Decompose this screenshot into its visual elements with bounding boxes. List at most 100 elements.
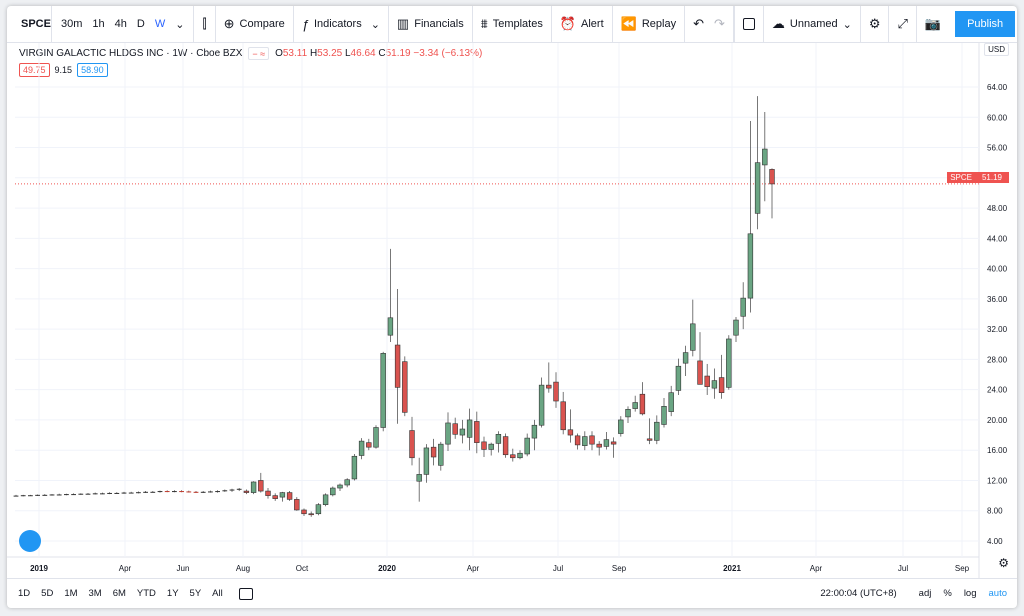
y-tick-label: 24.00 xyxy=(987,386,1008,395)
candle-body xyxy=(107,492,112,494)
candle-body xyxy=(754,162,761,214)
tradingview-logo-icon[interactable] xyxy=(19,530,41,552)
candle-body xyxy=(553,381,559,402)
y-tick-label: 16.00 xyxy=(987,446,1008,455)
interval-selector: 30m 1h 4h D W ⌄ xyxy=(52,6,195,43)
undo-icon[interactable]: ↶ xyxy=(693,16,704,31)
fullscreen-icon: ⤢ xyxy=(897,16,908,31)
ask-price[interactable]: 58.90 xyxy=(77,63,108,77)
candle-body xyxy=(769,169,775,185)
candle-body xyxy=(682,352,689,364)
range-1m[interactable]: 1M xyxy=(64,588,78,599)
candle-body xyxy=(85,493,91,495)
candle-body xyxy=(416,474,422,482)
bottom-toolbar: 1D 5D 1M 3M 6M YTD 1Y 5Y All 22:00:04 (U… xyxy=(7,578,1017,608)
scale-settings-gear-icon[interactable]: ⚙ xyxy=(998,556,1009,570)
legend-eye-icon[interactable]: − ≈ xyxy=(248,47,270,60)
function-icon: ƒ xyxy=(301,16,309,32)
candle-body xyxy=(567,429,574,436)
candle-body xyxy=(718,377,725,393)
templates-button[interactable]: ⩩ Templates xyxy=(473,6,552,43)
candle-body xyxy=(646,438,653,441)
symbol-search[interactable]: SPCE xyxy=(7,6,52,43)
x-tick-label: 2020 xyxy=(378,564,396,573)
select-box-button[interactable] xyxy=(733,6,764,43)
interval-4h[interactable]: 4h xyxy=(114,18,127,30)
replay-button[interactable]: ⏪ Replay xyxy=(613,6,686,43)
y-tick-label: 28.00 xyxy=(987,355,1008,364)
calendar-icon[interactable] xyxy=(238,587,253,600)
candle-body xyxy=(208,491,213,493)
y-tick-label: 12.00 xyxy=(987,476,1008,485)
candle-body xyxy=(351,455,358,480)
bar-chart-icon: ▥ xyxy=(396,16,410,31)
candle-body xyxy=(308,513,314,516)
range-5d[interactable]: 5D xyxy=(41,588,54,599)
candle-body xyxy=(632,402,638,409)
layout-button[interactable]: ☁ Unnamed ⌄ xyxy=(764,6,861,43)
range-1y[interactable]: 1Y xyxy=(166,588,179,599)
candle-body xyxy=(690,323,696,351)
candle-body xyxy=(172,491,177,493)
candle-body xyxy=(394,344,401,388)
clock-time[interactable]: 22:00:04 (UTC+8) xyxy=(820,588,897,599)
price-chart[interactable]: 64.0060.0056.0052.0048.0044.0040.0036.00… xyxy=(7,43,1017,578)
alert-button[interactable]: ⏰ Alert xyxy=(552,6,613,43)
range-1d[interactable]: 1D xyxy=(18,588,31,599)
indicators-button[interactable]: ƒ Indicators ⌄ xyxy=(294,6,389,43)
compare-button[interactable]: ⊕ Compare xyxy=(216,6,294,43)
range-6m[interactable]: 6M xyxy=(112,588,126,599)
interval-d[interactable]: D xyxy=(136,18,145,30)
candle-body xyxy=(654,421,660,441)
settings-button[interactable]: ⚙ xyxy=(861,6,890,43)
x-tick-label: Jul xyxy=(898,564,908,573)
publish-button[interactable]: Publish xyxy=(955,11,1016,37)
series-title[interactable]: VIRGIN GALACTIC HLDGS INC · 1W · Cboe BZ… xyxy=(19,48,243,59)
candle-body xyxy=(697,360,703,385)
candle-body xyxy=(711,380,718,389)
adj-toggle[interactable]: adj xyxy=(918,588,932,599)
auto-toggle[interactable]: auto xyxy=(988,588,1008,599)
camera-icon: 📷 xyxy=(924,16,942,31)
candle-body xyxy=(502,436,509,456)
candle-body xyxy=(258,480,264,492)
chevron-down-icon: ⌄ xyxy=(842,18,852,31)
candle-body xyxy=(114,492,120,494)
candle-body xyxy=(272,495,278,499)
snapshot-button[interactable]: 📷 xyxy=(917,6,949,43)
high-label: H xyxy=(309,48,318,59)
percent-toggle[interactable]: % xyxy=(943,588,952,599)
candle-body xyxy=(344,479,350,486)
candle-body xyxy=(265,490,271,496)
candle-body xyxy=(42,494,48,496)
chart-type-button[interactable]: ⫿ xyxy=(194,6,216,43)
range-all[interactable]: All xyxy=(212,588,223,599)
chevron-down-icon[interactable]: ⌄ xyxy=(175,18,185,31)
fullscreen-button[interactable]: ⤢ xyxy=(889,6,917,43)
interval-30m[interactable]: 30m xyxy=(60,18,83,30)
range-ytd[interactable]: YTD xyxy=(136,588,156,599)
redo-icon[interactable]: ↷ xyxy=(714,16,725,31)
candle-body xyxy=(229,489,235,491)
candle-body xyxy=(668,392,674,412)
financials-button[interactable]: ▥ Financials xyxy=(389,6,473,43)
replay-label: Replay xyxy=(641,18,677,30)
candle-body xyxy=(215,491,220,493)
bid-price[interactable]: 49.75 xyxy=(19,63,50,77)
candle-body xyxy=(589,435,595,445)
candle-body xyxy=(64,494,69,496)
candle-body xyxy=(294,499,300,511)
y-tick-label: 64.00 xyxy=(987,83,1008,92)
interval-1h[interactable]: 1h xyxy=(92,18,105,30)
currency-label[interactable]: USD xyxy=(984,43,1009,56)
chart-window: SPCE 30m 1h 4h D W ⌄ ⫿ ⊕ Compare ƒ Indic… xyxy=(7,6,1017,608)
range-5y[interactable]: 5Y xyxy=(189,588,202,599)
range-3m[interactable]: 3M xyxy=(88,588,102,599)
x-tick-label: 2021 xyxy=(723,564,741,573)
log-toggle[interactable]: log xyxy=(963,588,977,599)
indicators-label: Indicators xyxy=(314,18,362,30)
y-tick-label: 8.00 xyxy=(987,507,1003,516)
candle-body xyxy=(100,493,105,495)
interval-w[interactable]: W xyxy=(154,18,166,30)
candle-body xyxy=(560,401,566,431)
